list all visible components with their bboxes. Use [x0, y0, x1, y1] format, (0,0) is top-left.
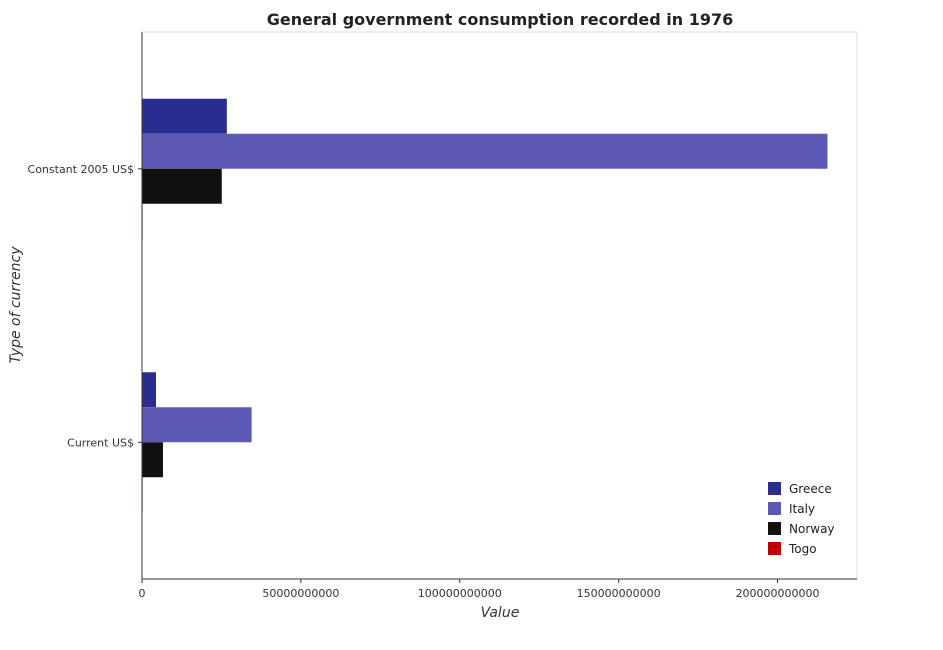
legend-label-italy: Italy [789, 502, 815, 516]
x-tick-label: 0 [139, 587, 146, 600]
y-axis-title: Type of currency [8, 246, 24, 364]
legend-swatch-greece [768, 482, 781, 495]
x-tick-label: 50000000000 [262, 587, 339, 600]
bar-greece-current-usd [142, 372, 156, 408]
x-axis: 0 50000000000 100000000000 150000000000 2000… [139, 578, 857, 600]
chart-title: General government consumption recorded … [267, 10, 734, 29]
x-tick-label: 100000000000 [418, 587, 502, 600]
bar-norway-constant-2005-usd [142, 168, 222, 204]
bar-norway-current-usd [142, 442, 163, 478]
legend-swatch-togo [768, 542, 781, 555]
bars-group [142, 98, 828, 513]
x-tick-label: 150000000000 [577, 587, 661, 600]
bar-greece-constant-2005-usd [142, 98, 227, 134]
x-axis-title: Value [481, 605, 520, 621]
legend-swatch-italy [768, 502, 781, 515]
plot-area-frame [141, 31, 858, 580]
bar-italy-constant-2005-usd [142, 133, 828, 169]
x-tick-label: 200000000000 [736, 587, 820, 600]
bar-italy-current-usd [142, 407, 252, 443]
y-axis: Constant 2005 US$ Current US$ [28, 32, 143, 579]
y-tick-label: Constant 2005 US$ [28, 163, 134, 176]
legend-label-greece: Greece [789, 482, 832, 496]
legend: Greece Italy Norway Togo [768, 482, 835, 556]
y-tick-label: Current US$ [67, 436, 134, 449]
legend-label-togo: Togo [788, 542, 817, 556]
legend-swatch-norway [768, 522, 781, 535]
legend-label-norway: Norway [789, 522, 835, 536]
